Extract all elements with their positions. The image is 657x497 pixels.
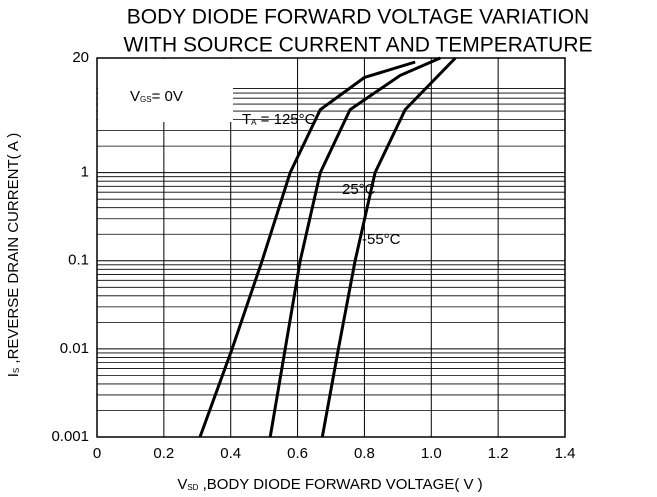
legend-box bbox=[98, 59, 233, 122]
curve bbox=[268, 56, 441, 438]
x-axis-label: VSD ,BODY DIODE FORWARD VOLTAGE( V ) bbox=[177, 476, 482, 493]
y-tick-label: 1 bbox=[81, 164, 89, 181]
annotation-text: T bbox=[242, 111, 251, 128]
x-tick-label: 0.8 bbox=[354, 445, 375, 462]
y-tick-label: 0.001 bbox=[51, 428, 89, 445]
x-tick-label: 1.4 bbox=[555, 445, 576, 462]
x-tick-label: 0 bbox=[93, 445, 101, 462]
x-axis-label-sub: SD bbox=[187, 483, 198, 492]
y-axis-label-text: I bbox=[5, 373, 22, 377]
x-tick-label: 0.2 bbox=[153, 445, 174, 462]
annotation-sub: GS bbox=[140, 95, 152, 104]
curve bbox=[198, 60, 416, 438]
x-axis-label-rest: ,BODY DIODE FORWARD VOLTAGE( V ) bbox=[198, 476, 482, 493]
y-tick-label: 20 bbox=[72, 49, 89, 66]
y-axis-label-sub: S bbox=[12, 368, 21, 373]
annotation-rest: = 125°C bbox=[257, 111, 316, 128]
x-tick-label: 0.4 bbox=[220, 445, 241, 462]
chart-title: BODY DIODE FORWARD VOLTAGE VARIATION bbox=[127, 6, 589, 29]
annotation: 25°C bbox=[342, 181, 376, 198]
y-tick-label: 0.1 bbox=[68, 252, 89, 269]
annotation: VGS= 0V bbox=[130, 88, 183, 105]
annotation: TA = 125°C bbox=[242, 111, 316, 128]
annotation-text: -55°C bbox=[362, 231, 401, 248]
x-tick-label: 1.0 bbox=[421, 445, 442, 462]
annotation-text: 25°C bbox=[342, 181, 376, 198]
x-tick-label: 0.6 bbox=[287, 445, 308, 462]
chart-title: WITH SOURCE CURRENT AND TEMPERATURE bbox=[123, 34, 592, 57]
y-axis-label: IS ,REVERSE DRAIN CURRENT( A ) bbox=[5, 133, 22, 378]
annotation-text: V bbox=[130, 88, 140, 105]
annotation-sub: A bbox=[251, 118, 257, 127]
annotation: -55°C bbox=[362, 231, 401, 248]
annotation-rest: = 0V bbox=[152, 88, 183, 105]
x-tick-label: 1.2 bbox=[488, 445, 509, 462]
plot-frame bbox=[96, 57, 566, 438]
curve bbox=[320, 56, 457, 438]
y-tick-label: 0.01 bbox=[60, 340, 89, 357]
y-axis-label-rest: ,REVERSE DRAIN CURRENT( A ) bbox=[5, 133, 22, 368]
x-axis-label-text: V bbox=[177, 476, 187, 493]
